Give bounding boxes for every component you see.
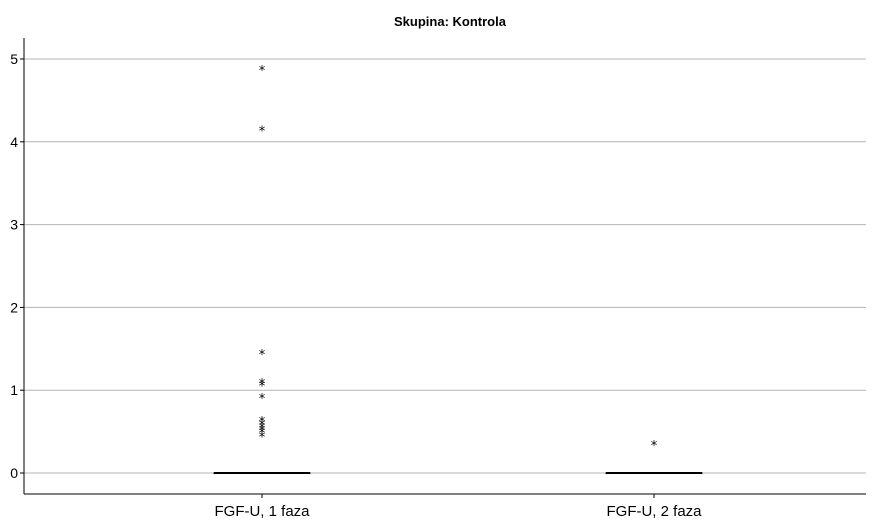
- y-tick-label: 5: [10, 51, 18, 67]
- x-category-label: FGF-U, 1 faza: [214, 503, 310, 520]
- y-tick-label: 4: [10, 134, 18, 150]
- outlier-point: *: [259, 422, 266, 437]
- outlier-point: *: [259, 124, 266, 139]
- y-tick-label: 0: [10, 465, 18, 481]
- y-axis-tick-labels: 0 1 2 3 4 5: [10, 51, 24, 481]
- outlier-point: *: [259, 418, 266, 433]
- outlier-point: *: [259, 392, 266, 407]
- outlier-point: *: [259, 427, 266, 442]
- outlier-point: *: [259, 424, 266, 439]
- chart-title: Skupina: Kontrola: [394, 14, 507, 29]
- y-tick-label: 1: [10, 382, 18, 398]
- y-tick-label: 2: [10, 299, 18, 315]
- outliers: *************: [259, 64, 658, 454]
- outlier-point: *: [651, 439, 658, 454]
- outlier-point: *: [259, 431, 266, 446]
- y-tick-label: 3: [10, 217, 18, 233]
- gridlines: [24, 58, 866, 474]
- outlier-point: *: [259, 379, 266, 394]
- boxes: [213, 472, 703, 474]
- outlier-point: *: [259, 348, 266, 363]
- outlier-point: *: [259, 64, 266, 79]
- x-category-label: FGF-U, 2 faza: [606, 503, 702, 520]
- outlier-point: *: [259, 377, 266, 392]
- outlier-point: *: [259, 415, 266, 430]
- x-axis-category-labels: FGF-U, 1 faza FGF-U, 2 faza: [214, 494, 702, 520]
